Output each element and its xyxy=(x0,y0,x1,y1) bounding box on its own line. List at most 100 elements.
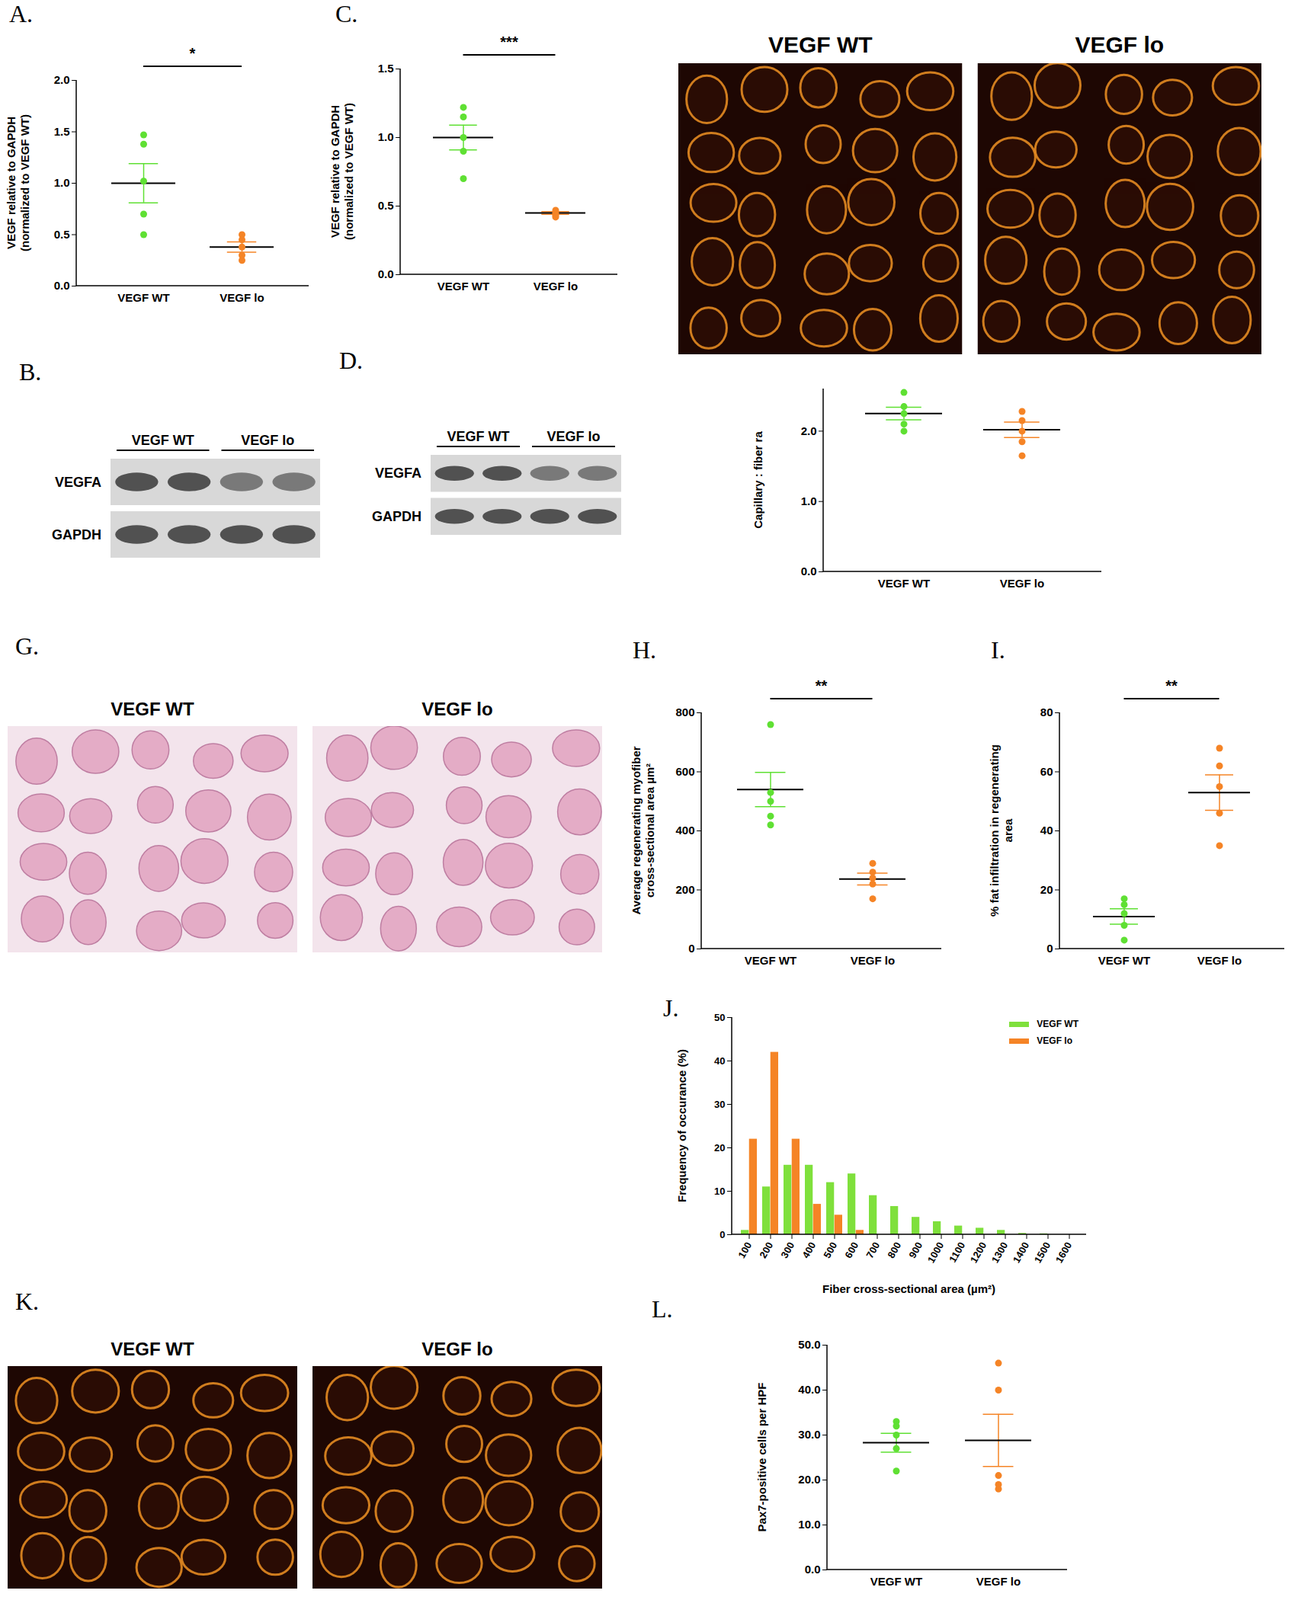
html-text:D.: D. xyxy=(339,346,363,375)
svg-text:Pax7-positive cells per HPF: Pax7-positive cells per HPF xyxy=(755,1383,769,1533)
svg-text:VEGF lo: VEGF lo xyxy=(219,291,264,305)
svg-text:Capillary : fiber ra: Capillary : fiber ra xyxy=(751,431,765,529)
svg-text:20: 20 xyxy=(714,1142,725,1154)
svg-text:Average regenerating myofiber: Average regenerating myofiber xyxy=(629,746,643,915)
html-text:C.: C. xyxy=(335,0,358,28)
svg-text:400: 400 xyxy=(799,1240,818,1261)
html-text:L.: L. xyxy=(651,1295,673,1324)
svg-text:VEGF WT: VEGF WT xyxy=(437,279,490,293)
svg-text:600: 600 xyxy=(842,1240,861,1261)
svg-text:900: 900 xyxy=(906,1240,925,1261)
svg-text:0.5: 0.5 xyxy=(378,198,395,212)
svg-text:10.0: 10.0 xyxy=(798,1518,821,1532)
svg-text:20: 20 xyxy=(1040,883,1054,897)
svg-text:0.0: 0.0 xyxy=(801,564,818,578)
svg-text:**: ** xyxy=(1165,677,1178,695)
svg-text:1.0: 1.0 xyxy=(801,494,818,508)
svg-text:VEGF lo: VEGF lo xyxy=(546,429,600,445)
svg-text:0: 0 xyxy=(688,942,695,956)
svg-text:1200: 1200 xyxy=(967,1240,989,1266)
svg-text:*: * xyxy=(189,44,196,62)
svg-text:1.0: 1.0 xyxy=(378,130,395,144)
svg-text:VEGF WT: VEGF WT xyxy=(768,32,873,58)
html-text:G.: G. xyxy=(15,632,39,661)
svg-text:VEGF lo: VEGF lo xyxy=(421,1339,493,1360)
svg-text:**: ** xyxy=(815,677,828,695)
html-text:K.: K. xyxy=(15,1288,39,1316)
svg-text:20.0: 20.0 xyxy=(798,1473,821,1487)
svg-text:VEGF lo: VEGF lo xyxy=(533,279,578,293)
svg-text:***: *** xyxy=(499,33,519,51)
svg-text:200: 200 xyxy=(675,883,695,897)
svg-text:300: 300 xyxy=(778,1240,797,1261)
svg-text:(normalized to VEGF WT): (normalized to VEGF WT) xyxy=(18,114,32,252)
svg-text:VEGF WT: VEGF WT xyxy=(870,1575,923,1589)
svg-text:1100: 1100 xyxy=(946,1240,968,1266)
svg-text:VEGF relative to GAPDH: VEGF relative to GAPDH xyxy=(328,105,342,238)
svg-text:area: area xyxy=(1001,818,1015,843)
svg-text:cross-sectional area µm²: cross-sectional area µm² xyxy=(643,763,657,898)
svg-text:0.0: 0.0 xyxy=(804,1563,821,1577)
svg-text:VEGF lo: VEGF lo xyxy=(999,576,1045,590)
svg-text:2.0: 2.0 xyxy=(801,424,818,438)
svg-text:0.5: 0.5 xyxy=(54,227,71,241)
svg-text:0: 0 xyxy=(719,1229,725,1241)
svg-text:50.0: 50.0 xyxy=(798,1338,821,1352)
svg-text:2.0: 2.0 xyxy=(54,73,71,87)
html-text:B.: B. xyxy=(19,358,42,386)
svg-text:Frequency of occurance (%): Frequency of occurance (%) xyxy=(675,1049,689,1203)
svg-text:(normalized to VEGF WT): (normalized to VEGF WT) xyxy=(342,102,356,241)
svg-text:VEGF WT: VEGF WT xyxy=(110,1339,195,1360)
svg-text:200: 200 xyxy=(756,1240,776,1261)
svg-text:400: 400 xyxy=(675,823,695,837)
svg-text:VEGF WT: VEGF WT xyxy=(110,698,195,720)
svg-text:VEGF lo: VEGF lo xyxy=(1074,32,1164,58)
svg-text:40: 40 xyxy=(714,1055,725,1068)
svg-text:30.0: 30.0 xyxy=(798,1428,821,1442)
svg-text:% fat infiltration in regenera: % fat infiltration in regenerating xyxy=(987,744,1001,917)
svg-text:VEGF lo: VEGF lo xyxy=(1197,954,1242,968)
svg-text:60: 60 xyxy=(1040,765,1054,779)
svg-text:0.0: 0.0 xyxy=(54,278,71,292)
svg-text:VEGF WT: VEGF WT xyxy=(447,429,510,445)
svg-text:40.0: 40.0 xyxy=(798,1383,821,1397)
svg-text:GAPDH: GAPDH xyxy=(51,527,102,543)
svg-text:VEGF WT: VEGF WT xyxy=(131,432,195,449)
svg-text:VEGF lo: VEGF lo xyxy=(850,954,895,968)
svg-text:10: 10 xyxy=(714,1185,725,1198)
svg-text:1.5: 1.5 xyxy=(54,124,71,138)
svg-text:GAPDH: GAPDH xyxy=(371,509,422,525)
svg-text:80: 80 xyxy=(1040,705,1054,719)
svg-text:0: 0 xyxy=(1046,942,1053,956)
svg-text:VEGF lo: VEGF lo xyxy=(421,698,493,720)
svg-text:50: 50 xyxy=(714,1012,725,1024)
svg-text:800: 800 xyxy=(675,705,695,719)
svg-text:VEGF WT: VEGF WT xyxy=(117,291,170,305)
svg-text:VEGF WT: VEGF WT xyxy=(1098,954,1151,968)
svg-text:VEGF WT: VEGF WT xyxy=(744,954,797,968)
svg-text:Fiber cross-sectional area (µm: Fiber cross-sectional area (µm²) xyxy=(822,1282,996,1296)
svg-text:1500: 1500 xyxy=(1031,1240,1053,1266)
svg-text:1000: 1000 xyxy=(925,1240,946,1266)
svg-text:1400: 1400 xyxy=(1010,1240,1032,1266)
svg-text:VEGF lo: VEGF lo xyxy=(976,1575,1021,1589)
svg-text:1300: 1300 xyxy=(989,1240,1010,1266)
svg-text:700: 700 xyxy=(863,1240,882,1261)
svg-text:VEGF lo: VEGF lo xyxy=(240,432,295,449)
svg-text:100: 100 xyxy=(735,1240,754,1261)
svg-text:VEGFA: VEGFA xyxy=(54,474,102,491)
svg-text:VEGFA: VEGFA xyxy=(374,465,422,481)
html-text:A.: A. xyxy=(9,0,33,28)
svg-text:40: 40 xyxy=(1040,823,1054,837)
html-text:H.: H. xyxy=(632,636,657,664)
svg-text:500: 500 xyxy=(820,1240,840,1261)
svg-text:1600: 1600 xyxy=(1053,1240,1074,1266)
svg-text:VEGF relative to GAPDH: VEGF relative to GAPDH xyxy=(4,116,18,250)
svg-text:1.5: 1.5 xyxy=(378,61,395,75)
svg-text:0.0: 0.0 xyxy=(378,267,395,281)
svg-text:VEGF WT: VEGF WT xyxy=(878,576,930,590)
svg-text:1.0: 1.0 xyxy=(54,176,71,190)
svg-text:600: 600 xyxy=(675,765,695,779)
svg-text:800: 800 xyxy=(884,1240,904,1261)
svg-text:30: 30 xyxy=(714,1099,725,1111)
